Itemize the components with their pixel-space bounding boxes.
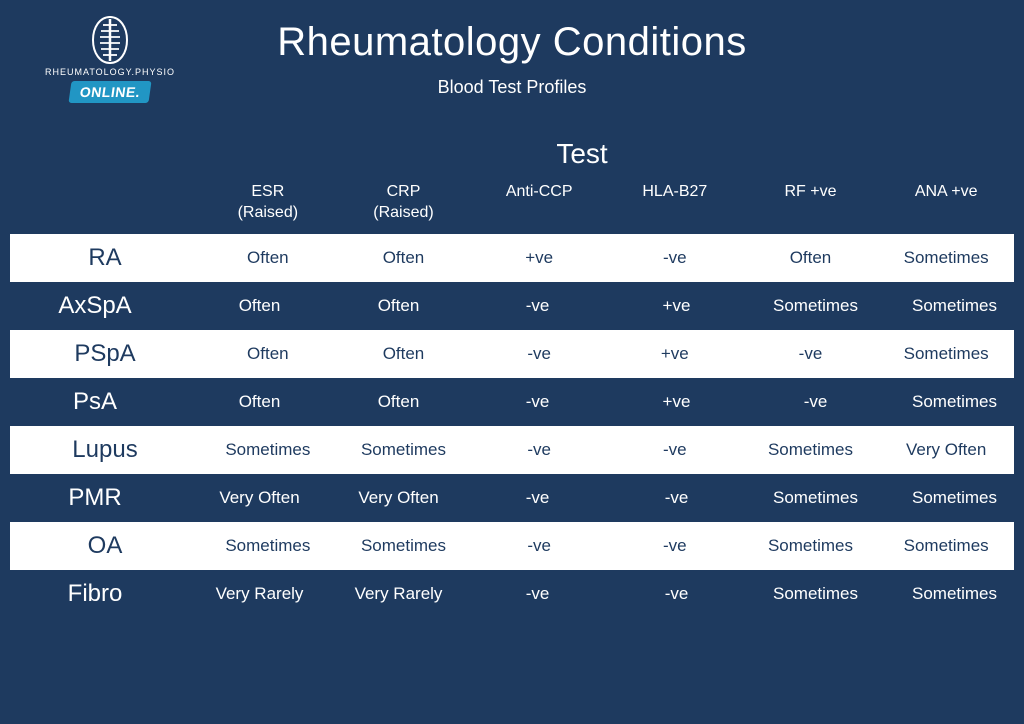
col-header: CRP (Raised) (336, 182, 472, 224)
col-header: HLA-B27 (607, 182, 743, 224)
row-label-wrap: Fibro (0, 570, 190, 618)
row-label: Fibro (10, 573, 180, 615)
table-cell: -ve (743, 344, 879, 364)
table-cell: Often (743, 248, 879, 268)
row-label: RA (20, 237, 190, 279)
table-cell: Very Rarely (190, 584, 329, 604)
col-header: ESR (Raised) (200, 182, 336, 224)
table-cell: Sometimes (200, 536, 336, 556)
table-row: LupusSometimesSometimes-ve-veSometimesVe… (10, 426, 1014, 474)
table-cell: Sometimes (336, 440, 472, 460)
table-cell: +ve (607, 392, 746, 412)
table-cell: Sometimes (743, 536, 879, 556)
logo-brand-text: RHEUMATOLOGY.PHYSIO (45, 67, 175, 77)
table-cell: Sometimes (878, 344, 1014, 364)
table-cell: Often (190, 392, 329, 412)
row-label-wrap: RA (10, 234, 200, 282)
col-header: ANA +ve (878, 182, 1014, 224)
table-cell: Very Rarely (329, 584, 468, 604)
table-cell: Often (336, 248, 472, 268)
table-cell: -ve (607, 536, 743, 556)
table-cell: Very Often (878, 440, 1014, 460)
table-cell: -ve (746, 392, 885, 412)
table-header-row: ESR (Raised) CRP (Raised) Anti-CCP HLA-B… (0, 182, 1024, 234)
table-row: PSpAOftenOften-ve+ve-veSometimes (10, 330, 1014, 378)
table-cell: Sometimes (336, 536, 472, 556)
online-badge: ONLINE. (68, 81, 151, 103)
row-label-wrap: PMR (0, 474, 190, 522)
table-cell: +ve (607, 344, 743, 364)
table-row: RAOftenOften+ve-veOftenSometimes (10, 234, 1014, 282)
table-cell: -ve (471, 344, 607, 364)
table-cell: -ve (471, 440, 607, 460)
table-cell: -ve (607, 584, 746, 604)
row-label: PMR (10, 477, 180, 519)
spine-logo-icon (85, 15, 135, 65)
table-cell: Sometimes (743, 440, 879, 460)
table-cell: Often (329, 392, 468, 412)
table-cell: -ve (607, 248, 743, 268)
row-label: OA (20, 525, 190, 567)
table-row: OASometimesSometimes-ve-veSometimesSomet… (10, 522, 1014, 570)
table-cell: Sometimes (746, 296, 885, 316)
table-cell: Often (329, 296, 468, 316)
logo: RHEUMATOLOGY.PHYSIO ONLINE. (45, 15, 175, 103)
table-cell: Often (200, 248, 336, 268)
col-header-empty (10, 182, 200, 224)
row-label: AxSpA (10, 285, 180, 327)
table: ESR (Raised) CRP (Raised) Anti-CCP HLA-B… (0, 182, 1024, 618)
table-cell: -ve (607, 440, 743, 460)
table-cell: -ve (468, 488, 607, 508)
table-cell: Sometimes (885, 296, 1024, 316)
table-cell: Sometimes (200, 440, 336, 460)
row-label-wrap: OA (10, 522, 200, 570)
table-cell: Often (190, 296, 329, 316)
row-label-wrap: PSpA (10, 330, 200, 378)
table-row: PsAOftenOften-ve+ve-veSometimes (0, 378, 1024, 426)
table-row: AxSpAOftenOften-ve+veSometimesSometimes (0, 282, 1024, 330)
table-cell: Sometimes (878, 536, 1014, 556)
row-label-wrap: AxSpA (0, 282, 190, 330)
table-cell: Very Often (329, 488, 468, 508)
table-row: PMRVery OftenVery Often-ve-veSometimesSo… (0, 474, 1024, 522)
table-cell: Sometimes (878, 248, 1014, 268)
table-cell: +ve (471, 248, 607, 268)
table-cell: -ve (468, 584, 607, 604)
table-cell: -ve (471, 536, 607, 556)
row-label-wrap: Lupus (10, 426, 200, 474)
table-cell: Sometimes (885, 392, 1024, 412)
table-cell: -ve (468, 392, 607, 412)
table-cell: Often (200, 344, 336, 364)
table-cell: Sometimes (746, 584, 885, 604)
table-cell: -ve (607, 488, 746, 508)
table-cell: Very Often (190, 488, 329, 508)
table-cell: -ve (468, 296, 607, 316)
col-header: Anti-CCP (471, 182, 607, 224)
table-row: FibroVery RarelyVery Rarely-ve-veSometim… (0, 570, 1024, 618)
col-header: RF +ve (743, 182, 879, 224)
table-cell: +ve (607, 296, 746, 316)
section-label: Test (0, 138, 1024, 170)
row-label-wrap: PsA (0, 378, 190, 426)
row-label: Lupus (20, 429, 190, 471)
row-label: PSpA (20, 333, 190, 375)
row-label: PsA (10, 381, 180, 423)
table-cell: Sometimes (885, 584, 1024, 604)
table-cell: Often (336, 344, 472, 364)
table-cell: Sometimes (746, 488, 885, 508)
table-cell: Sometimes (885, 488, 1024, 508)
